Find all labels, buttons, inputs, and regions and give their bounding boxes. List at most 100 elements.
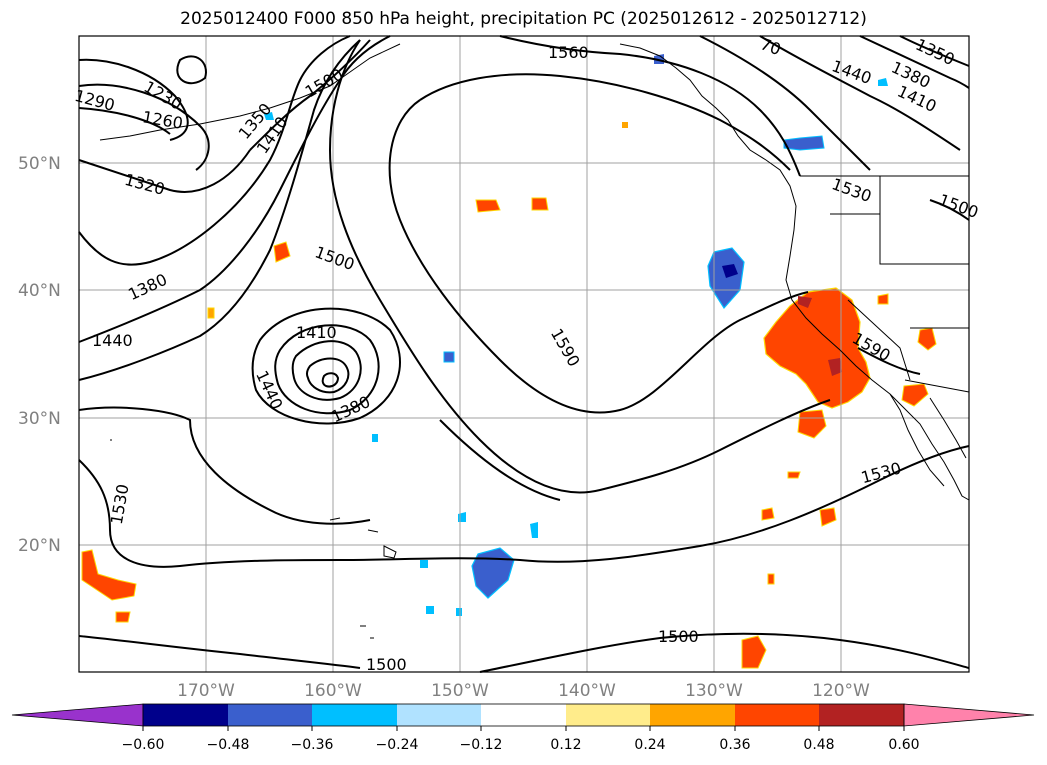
precip-area-13: [767, 573, 775, 585]
map-panel: 1230 1260 1290 1320 1350 1380 1410 1440 …: [73, 34, 981, 674]
colorbar-tick-label: −0.12: [460, 737, 503, 753]
map-border: [78, 35, 970, 673]
precip-negative: [264, 54, 888, 616]
contour-1500-ring: [251, 307, 401, 425]
precip-neg-4: [443, 351, 455, 363]
contour-1560: [328, 39, 831, 494]
map-title: 2025012400 F000 850 hPa height, precipit…: [180, 9, 867, 29]
contour-1260: [78, 83, 210, 171]
border-us-mexico: [904, 379, 970, 393]
contour-ne-4: [899, 35, 970, 67]
contour-label: 1500: [366, 655, 407, 674]
precip-area-2: [475, 199, 501, 213]
precip-neg-11: [264, 112, 274, 120]
coast-hawaii: [329, 517, 397, 559]
lat-label: 40°N: [18, 281, 61, 301]
height-contours: [78, 35, 970, 673]
colorbar-extend-left: [11, 703, 144, 727]
precip-neg-7: [420, 560, 428, 568]
precip-neg-6: [530, 522, 538, 538]
coast-baja: [889, 393, 945, 487]
precip-neg-12: [878, 78, 888, 86]
coast-aleutians: [99, 43, 401, 141]
colorbar-tick-label: 0.48: [803, 737, 834, 753]
contour-1500-south: [78, 635, 361, 669]
colorbar: −0.60 −0.48 −0.36 −0.24 −0.12 0.12 0.24 …: [11, 703, 1035, 753]
coast-islands-1: [110, 439, 374, 639]
contour-1320: [78, 149, 251, 193]
lon-labels: 170°W 160°W 150°W 140°W 130°W 120°W: [177, 681, 870, 701]
contour-1230: [78, 58, 189, 141]
colorbar-tick-marks: [142, 726, 905, 731]
precip-area-8: [819, 507, 837, 527]
contour-1590-north: [419, 73, 791, 171]
colorbar-tick-label: −0.36: [291, 737, 334, 753]
contour-label: 1500: [658, 627, 699, 646]
precip-area-12: [787, 471, 801, 479]
precip-area-baja: [901, 383, 929, 407]
colorbar-tick-label: −0.60: [122, 737, 165, 753]
colorbar-bin: [735, 704, 819, 726]
contour-1380-ring: [305, 357, 350, 394]
colorbar-tick-label: 0.24: [634, 737, 665, 753]
contour-1410-ring: [291, 340, 362, 401]
lat-label: 30°N: [18, 409, 61, 429]
contour-ne-5: [929, 199, 970, 221]
precip-area-14: [622, 122, 628, 128]
contour-1530-south: [78, 445, 970, 568]
colorbar-bin: [819, 704, 904, 726]
graticule: [79, 36, 969, 672]
precip-area-ca: [763, 287, 871, 409]
colorbar-bin: [312, 704, 397, 726]
contour-1530-sub: [439, 419, 561, 501]
lon-label: 160°W: [304, 681, 362, 701]
precip-neg-core: [722, 264, 738, 278]
lon-label: 170°W: [177, 681, 235, 701]
contour-1530: [78, 406, 371, 525]
precip-neg-10: [372, 434, 378, 442]
coast-gulf: [929, 397, 967, 459]
colorbar-bin: [228, 704, 312, 726]
colorbar-bin: [397, 704, 481, 726]
contour-1440-ring: [274, 324, 380, 415]
colorbar-bin: [566, 704, 650, 726]
contour-ne-2: [759, 35, 961, 151]
precip-area-5: [81, 549, 137, 601]
colorbar-bin: [650, 704, 735, 726]
lon-label: 140°W: [558, 681, 616, 701]
contour-1500-west: [78, 39, 361, 381]
lat-labels: 50°N 40°N 30°N 20°N: [18, 154, 61, 556]
precip-area-6: [115, 611, 131, 623]
precip-area-7: [741, 635, 767, 669]
contour-1350-core: [321, 372, 340, 388]
contour-label: 1440: [92, 331, 133, 350]
precip-dark-1: [798, 296, 812, 308]
precip-area-1: [797, 409, 827, 439]
precip-area-3: [531, 197, 549, 211]
colorbar-extend-right: [903, 703, 1035, 727]
precip-neg-8: [426, 606, 434, 614]
colorbar-bin: [143, 704, 228, 726]
contour-1590: [388, 99, 921, 414]
contour-1380: [78, 35, 351, 266]
lat-label: 20°N: [18, 536, 61, 556]
precip-area-9: [761, 507, 775, 521]
lon-label: 130°W: [685, 681, 743, 701]
precip-neg-2: [471, 547, 515, 599]
colorbar-tick-label: −0.24: [376, 737, 419, 753]
contour-label: 1410: [296, 323, 337, 342]
colorbar-tick-label: 0.12: [550, 737, 581, 753]
contour-1440: [78, 35, 391, 343]
contour-1350-ring: [176, 55, 207, 85]
colorbar-tick-label: 0.60: [888, 737, 919, 753]
colorbar-tick-label: −0.48: [207, 737, 250, 753]
colorbar-bin: [481, 704, 566, 726]
contour-1560-north: [499, 35, 801, 177]
lon-label: 150°W: [431, 681, 489, 701]
precip-area-4: [273, 241, 291, 263]
contour-label: 1560: [548, 43, 589, 62]
contour-ne-1: [699, 35, 871, 171]
contour-1410-n: [249, 39, 371, 151]
precip-area-11: [207, 307, 215, 319]
